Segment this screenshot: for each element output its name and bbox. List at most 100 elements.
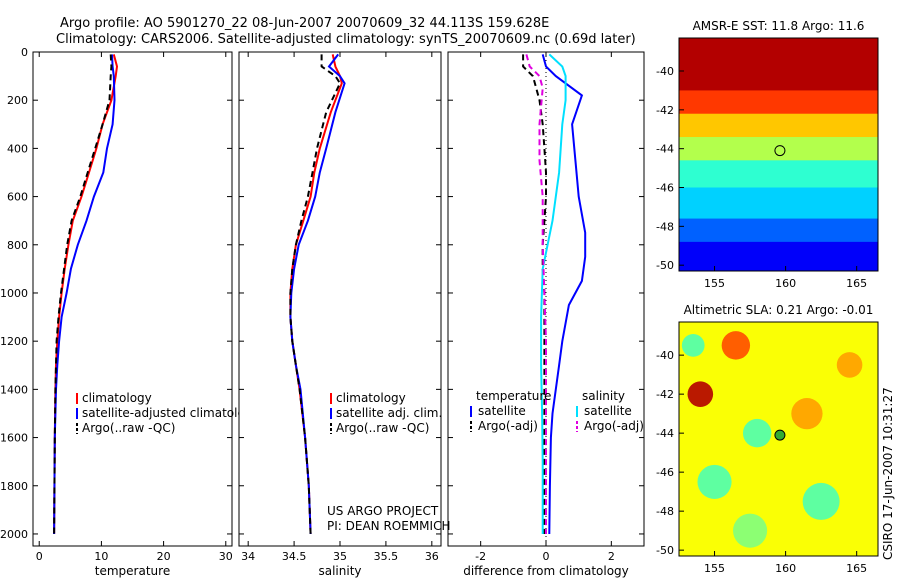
series-line xyxy=(525,54,547,534)
map-x-tick-label: 155 xyxy=(704,562,725,575)
map-band xyxy=(679,218,878,243)
figure-title-line1: Argo profile: AO 5901270_22 08-Jun-2007 … xyxy=(60,16,549,31)
y-tick-label: 1800 xyxy=(0,480,28,493)
map-panel-2: 155 160 165 -40 -42 -44 -46 -48 -50 Altimetric SL… xyxy=(656,303,879,575)
map-y-tick-label: -46 xyxy=(656,182,674,195)
y-tick-label: 0 xyxy=(21,46,28,59)
map-blob xyxy=(721,331,751,360)
x-tick-label: 35.5 xyxy=(374,550,399,563)
x-tick-label: -2 xyxy=(475,550,486,563)
y-tick-label: 1600 xyxy=(0,432,28,445)
series-line xyxy=(53,54,116,535)
series-line xyxy=(540,53,567,534)
map-frame xyxy=(678,321,879,557)
y-tick-label: 400 xyxy=(7,142,28,155)
map-panel-1: 155 160 165 -40 -42 -44 -46 -48 -50 AMSR-E SST: 1… xyxy=(656,19,879,290)
argo-location-marker xyxy=(774,145,786,157)
map-blob xyxy=(791,398,823,430)
y-tick-label: 600 xyxy=(7,191,28,204)
series-line xyxy=(289,54,342,535)
map-blob xyxy=(802,482,840,520)
x-tick-label: 20 xyxy=(157,550,171,563)
legend-label: satellite xyxy=(478,404,526,418)
map-y-tick-label: -48 xyxy=(656,505,674,518)
map-y-tick-label: -44 xyxy=(656,143,674,156)
map-blob xyxy=(687,381,714,407)
map-y-tick-label: -40 xyxy=(656,65,674,78)
credit-line1: US ARGO PROJECT xyxy=(327,504,439,518)
profile-panel-2: 34 34.5 35 35.5 36 salinity climatologysatelli… xyxy=(238,51,442,578)
map-y-tick-label: -44 xyxy=(656,427,674,440)
legend-group-title: temperature xyxy=(476,389,551,403)
map-x-tick-label: 165 xyxy=(846,562,867,575)
profile-panel-1: 0 10 20 30 0 200 400 600 800 1000 1200 1400 1600 1800… xyxy=(0,46,260,578)
x-tick-label: 10 xyxy=(94,550,108,563)
x-axis-label: difference from climatology xyxy=(463,564,629,578)
argo-location-marker xyxy=(774,429,786,441)
map-blob xyxy=(681,334,705,357)
x-tick-label: 34 xyxy=(241,550,255,563)
map-blob xyxy=(697,464,732,499)
map-band xyxy=(679,160,878,189)
credit-line2: PI: DEAN ROEMMICH xyxy=(327,519,450,533)
y-tick-label: 1200 xyxy=(0,335,28,348)
x-tick-label: 36 xyxy=(425,550,439,563)
y-tick-label: 200 xyxy=(7,94,28,107)
y-tick-label: 1400 xyxy=(0,383,28,396)
map-y-tick-label: -48 xyxy=(656,220,674,233)
map-band xyxy=(679,187,878,220)
map-blob xyxy=(733,513,768,548)
map-blob xyxy=(742,418,772,448)
x-tick-label: 2 xyxy=(608,550,615,563)
plots-layer: 0 10 20 30020040060080010001200140016001800… xyxy=(0,19,879,578)
x-tick-label: 35 xyxy=(333,550,347,563)
legend-label: Argo(-adj) xyxy=(478,419,538,433)
legend-label: Argo(..raw -QC) xyxy=(336,421,429,435)
map-title: AMSR-E SST: 11.8 Argo: 11.6 xyxy=(693,19,865,33)
legend-label: climatology xyxy=(82,391,152,405)
y-tick-label: 800 xyxy=(7,239,28,252)
map-x-tick-label: 165 xyxy=(846,277,867,290)
map-frame xyxy=(678,37,879,272)
map-blob xyxy=(836,352,863,378)
map-field xyxy=(679,38,878,271)
map-band xyxy=(679,241,878,271)
map-y-tick-label: -40 xyxy=(656,349,674,362)
map-band xyxy=(679,38,878,92)
x-axis-label: temperature xyxy=(95,564,170,578)
y-tick-label: 2000 xyxy=(0,528,28,541)
timestamp-vertical: CSIRO 17-Jun-2007 10:31:27 xyxy=(881,387,895,560)
legend-label: satellite xyxy=(584,404,632,418)
legend-group-title: salinity xyxy=(582,389,625,403)
figure-title-line2: Climatology: CARS2006. Satellite-adjuste… xyxy=(56,32,636,47)
map-y-tick-label: -46 xyxy=(656,466,674,479)
plot-frame xyxy=(32,51,233,547)
x-tick-label: 30 xyxy=(219,550,233,563)
legend-label: climatology xyxy=(336,391,406,405)
map-x-tick-label: 160 xyxy=(775,562,796,575)
map-band xyxy=(679,90,878,115)
x-tick-label: 34.5 xyxy=(282,550,307,563)
legend-label: satellite adj. clim. xyxy=(336,406,442,420)
x-axis-label: salinity xyxy=(318,564,361,578)
map-band xyxy=(679,113,878,139)
y-tick-label: 1000 xyxy=(0,287,28,300)
series-line xyxy=(53,54,113,535)
map-x-tick-label: 160 xyxy=(775,277,796,290)
map-band xyxy=(679,137,878,162)
legend-label: satellite-adjusted climatology xyxy=(82,406,260,420)
map-y-tick-label: -50 xyxy=(656,544,674,557)
plot-frame xyxy=(238,51,442,547)
map-title: Altimetric SLA: 0.21 Argo: -0.01 xyxy=(684,303,874,317)
legend-label: Argo(..raw -QC) xyxy=(82,421,175,435)
x-tick-label: 0 xyxy=(543,550,550,563)
legend-label: Argo(-adj) xyxy=(584,419,644,433)
map-y-tick-label: -42 xyxy=(656,104,674,117)
map-x-tick-label: 155 xyxy=(704,277,725,290)
x-tick-label: 0 xyxy=(36,550,43,563)
series-line xyxy=(541,54,587,535)
map-y-tick-label: -50 xyxy=(656,259,674,272)
